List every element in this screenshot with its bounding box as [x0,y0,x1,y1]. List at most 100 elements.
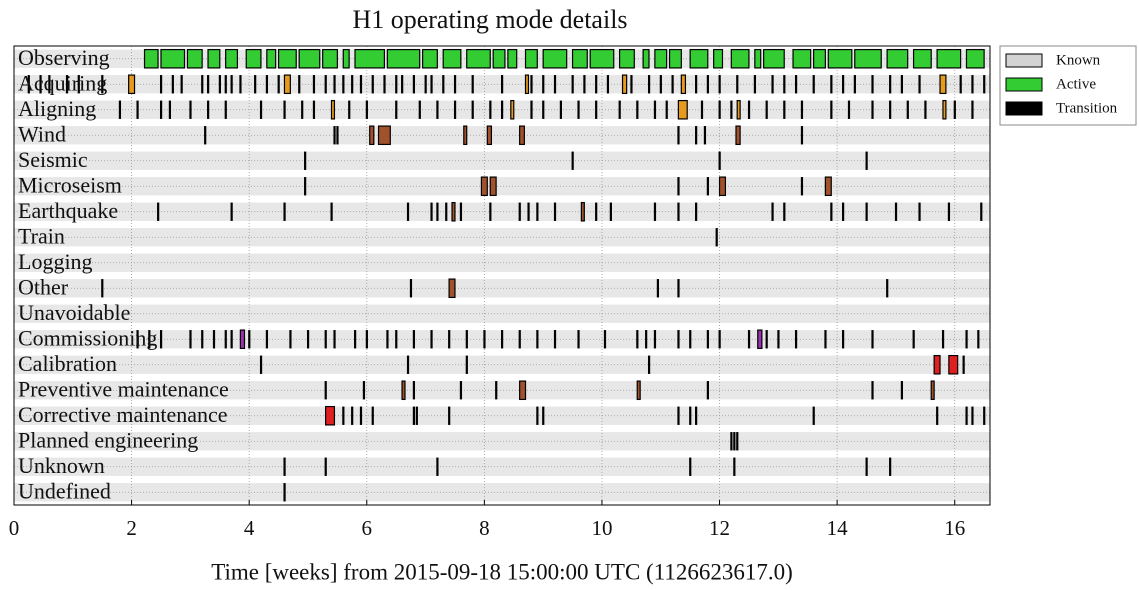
transition-mark [224,100,227,119]
transition-mark [371,75,374,94]
active-segment [827,48,853,69]
active-segment [939,74,947,95]
active-segment [680,74,687,95]
transition-mark [830,75,833,94]
transition-mark [865,202,868,221]
transition-mark [800,100,804,119]
transition-mark [371,406,374,425]
transition-mark [912,330,915,349]
transition-mark [677,330,680,349]
transition-mark [765,330,768,349]
chart-title: H1 operating mode details [352,5,627,34]
transition-mark [677,177,680,196]
transition-mark [259,355,263,374]
transition-mark [459,381,463,400]
legend: Known Active Transition [999,45,1137,126]
transition-mark [348,100,351,119]
x-tick-label: 4 [244,516,255,540]
known-segment [14,457,990,476]
transition-mark [536,330,539,349]
transition-mark [824,330,827,349]
transition-mark [706,330,709,349]
transition-mark [386,330,389,349]
transition-mark [924,100,927,119]
transition-mark [365,330,368,349]
known-segment [14,406,990,425]
transition-mark [248,330,251,349]
active-segment [322,48,338,69]
transition-mark [395,330,398,349]
transition-mark [48,75,51,94]
transition-mark [971,75,974,94]
transition-mark [653,202,657,221]
transition-mark [312,75,316,94]
transition-mark [212,330,216,349]
transition-mark [304,177,307,196]
transition-mark [342,75,345,94]
transition-mark [965,406,968,425]
transition-mark [965,330,968,349]
active-segment [377,125,391,146]
transition-mark [800,126,804,145]
transition-mark [324,330,327,349]
transition-mark [689,406,692,425]
transition-mark [65,75,69,94]
legend-swatch [1005,53,1043,68]
transition-mark [718,151,721,170]
x-tick-label: 10 [591,516,612,540]
transition-mark [342,406,345,425]
transition-mark [983,406,986,425]
transition-mark [401,75,404,94]
legend-label: Transition [1056,100,1118,116]
transition-mark [753,75,757,94]
active-segment [451,201,456,222]
row-label: Undefined [18,478,111,503]
row-label: Acquiring [18,70,107,95]
active-segment [342,48,350,69]
transition-mark [298,75,301,94]
transition-mark [207,100,210,119]
active-segment [128,74,136,95]
transition-mark [865,457,868,476]
transition-mark [224,330,227,349]
active-segment [580,201,585,222]
row-label: Seismic [18,147,88,172]
transition-mark [980,202,983,221]
known-segment [14,177,990,196]
transition-mark [27,75,30,94]
transition-mark [871,100,874,119]
transition-mark [953,100,956,119]
transition-mark [971,406,974,425]
transition-mark [189,100,192,119]
transition-mark [230,202,233,221]
active-segment [757,329,763,350]
active-segment [754,48,762,69]
transition-mark [595,100,598,119]
transition-mark [812,75,815,94]
transition-mark [324,457,327,476]
row-label: Other [18,274,69,299]
transition-mark [894,202,898,221]
active-segment [524,74,530,95]
transition-mark [324,75,327,94]
transition-mark [333,330,336,349]
active-segment [689,48,709,69]
x-tick-label: 12 [709,516,730,540]
transition-mark [906,100,909,119]
transition-mark [159,100,163,119]
transition-mark [359,406,363,425]
transition-mark [603,330,607,349]
row-label: Earthquake [18,198,118,223]
transition-mark [783,202,786,221]
transition-mark [254,75,257,94]
transition-mark [689,457,692,476]
transition-mark [647,355,651,374]
active-segment [654,48,668,69]
transition-mark [409,279,413,298]
transition-mark [542,75,545,94]
legend-label: Active [1056,76,1096,92]
active-segment [486,125,493,146]
active-segment [298,48,321,69]
transition-mark [412,406,416,425]
transition-mark [465,355,468,374]
